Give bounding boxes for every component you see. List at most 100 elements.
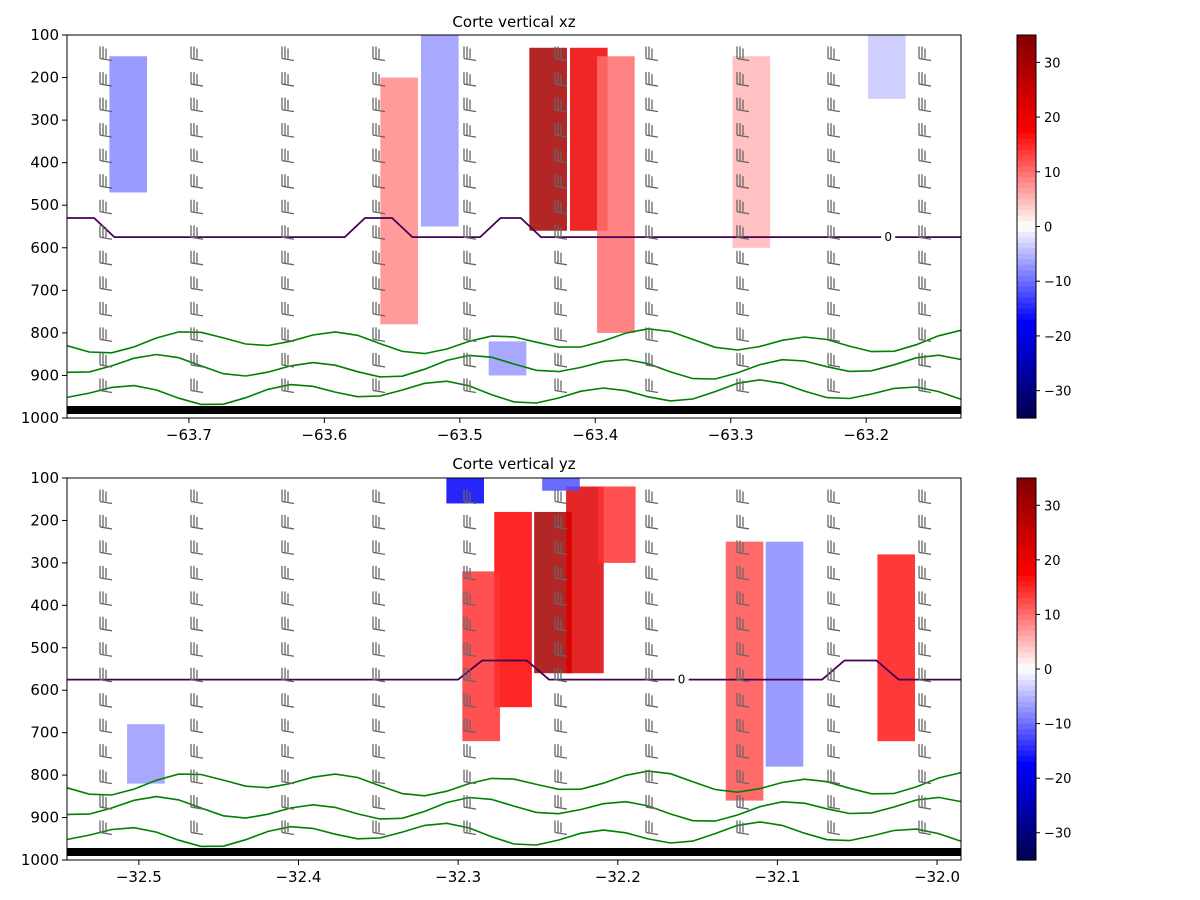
wind-barb bbox=[736, 148, 750, 164]
wind-barb bbox=[918, 276, 932, 291]
y-tick-label: 800 bbox=[30, 324, 59, 342]
colorbar-segment bbox=[1017, 510, 1036, 517]
colorbar-segment bbox=[1017, 155, 1036, 162]
wind-barb bbox=[827, 46, 841, 62]
wind-barb bbox=[190, 72, 204, 87]
wind-barb bbox=[99, 642, 113, 657]
green-contour-line bbox=[66, 378, 962, 406]
wind-barb bbox=[372, 718, 386, 734]
colorbar-segment bbox=[1017, 335, 1036, 342]
wind-barb bbox=[190, 667, 204, 683]
wind-barb bbox=[736, 352, 750, 368]
colorbar-segment bbox=[1017, 767, 1036, 774]
panel-yz: Corte vertical yz −32.5 −32.4 −32.3 −32.… bbox=[21, 455, 1072, 886]
wind-barb bbox=[645, 514, 659, 530]
colorbar-segment bbox=[1017, 794, 1036, 801]
wind-barb bbox=[463, 489, 477, 505]
x-axis-ticks-yz: −32.5 −32.4 −32.3 −32.2 −32.1 −32.0 bbox=[116, 868, 960, 886]
colorbar-segment bbox=[1017, 407, 1036, 414]
anomaly-cell bbox=[109, 56, 148, 193]
wind-barb bbox=[554, 123, 568, 138]
anomaly-cell bbox=[877, 554, 916, 742]
wind-barb bbox=[190, 693, 204, 708]
wind-barb bbox=[99, 565, 113, 581]
colorbar-tick-label: 0 bbox=[1044, 663, 1052, 678]
colorbar-segment bbox=[1017, 166, 1036, 173]
wind-barb bbox=[281, 820, 295, 836]
wind-barb bbox=[554, 616, 568, 632]
colorbar-yz: 30 20 10 0 −10 −20 −30 bbox=[1016, 477, 1071, 861]
colorbar-segment bbox=[1017, 827, 1036, 834]
wind-barb bbox=[736, 616, 750, 632]
colorbar-segment bbox=[1017, 177, 1036, 184]
y-tick-label: 600 bbox=[30, 239, 59, 257]
wind-barb bbox=[99, 352, 113, 368]
wind-barb bbox=[645, 616, 659, 632]
wind-barb bbox=[99, 276, 113, 291]
colorbar-segment bbox=[1017, 669, 1036, 676]
x-tick-label: −32.0 bbox=[914, 868, 960, 886]
wind-barb bbox=[827, 378, 841, 394]
wind-barb bbox=[736, 667, 750, 683]
wind-barb bbox=[463, 820, 477, 836]
colorbar-segment bbox=[1017, 701, 1036, 708]
colorbar-segment bbox=[1017, 237, 1036, 244]
wind-barb bbox=[463, 565, 477, 581]
colorbar-segment bbox=[1017, 89, 1036, 96]
wind-barb bbox=[372, 642, 386, 657]
anomaly-cell bbox=[534, 511, 572, 674]
wind-barb bbox=[827, 718, 841, 734]
colorbar-segment bbox=[1017, 363, 1036, 370]
y-tick-label: 900 bbox=[30, 809, 59, 827]
colorbar-segment bbox=[1017, 554, 1036, 561]
anomaly-cell bbox=[765, 541, 804, 767]
contour-label-bg bbox=[674, 672, 689, 687]
colorbar-segment bbox=[1017, 226, 1036, 233]
wind-barb bbox=[736, 693, 750, 708]
wind-barb bbox=[99, 148, 113, 164]
colorbar-tick-label: 10 bbox=[1044, 166, 1061, 181]
wind-barb bbox=[190, 123, 204, 138]
colorbar-segment bbox=[1017, 603, 1036, 610]
wind-barb bbox=[190, 642, 204, 657]
wind-barb bbox=[554, 795, 568, 810]
wind-barb bbox=[918, 744, 932, 759]
colorbar-segment bbox=[1017, 270, 1036, 277]
colorbar-segment bbox=[1017, 133, 1036, 140]
wind-barb bbox=[918, 199, 932, 215]
x-tick-label: −32.4 bbox=[275, 868, 321, 886]
wind-barb bbox=[463, 46, 477, 62]
wind-barb bbox=[736, 642, 750, 657]
colorbar-segment bbox=[1017, 516, 1036, 523]
green-contour-line bbox=[66, 353, 962, 380]
wind-barb bbox=[736, 795, 750, 810]
wind-barb bbox=[554, 72, 568, 87]
colorbar-segment bbox=[1017, 745, 1036, 752]
wind-barb bbox=[190, 301, 204, 317]
wind-barb bbox=[645, 46, 659, 62]
colorbar-segment bbox=[1017, 319, 1036, 326]
wind-barb bbox=[554, 540, 568, 556]
wind-barb bbox=[190, 352, 204, 368]
wind-barb bbox=[554, 250, 568, 266]
wind-barb bbox=[645, 327, 659, 343]
wind-barb bbox=[736, 327, 750, 343]
anomaly-cell bbox=[598, 486, 636, 563]
y-tick-label: 1000 bbox=[21, 851, 59, 869]
y-tick-label: 400 bbox=[30, 154, 59, 172]
zero-contour-line bbox=[67, 217, 961, 239]
colorbar-tick-label: 20 bbox=[1044, 111, 1061, 126]
x-tick-label: −32.2 bbox=[595, 868, 641, 886]
colorbar-segment bbox=[1017, 259, 1036, 266]
wind-barb bbox=[827, 540, 841, 556]
wind-barb bbox=[736, 301, 750, 317]
y-axis-ticks-yz: 100 200 300 400 500 600 700 800 900 1000 bbox=[21, 469, 59, 869]
colorbar-segment bbox=[1017, 576, 1036, 583]
wind-barb bbox=[645, 301, 659, 317]
wind-barb bbox=[645, 148, 659, 164]
colorbar-segment bbox=[1017, 696, 1036, 703]
colorbar-segment bbox=[1017, 821, 1036, 828]
wind-barb bbox=[645, 276, 659, 291]
y-tick-label: 1000 bbox=[21, 409, 59, 427]
wind-barb bbox=[554, 276, 568, 291]
